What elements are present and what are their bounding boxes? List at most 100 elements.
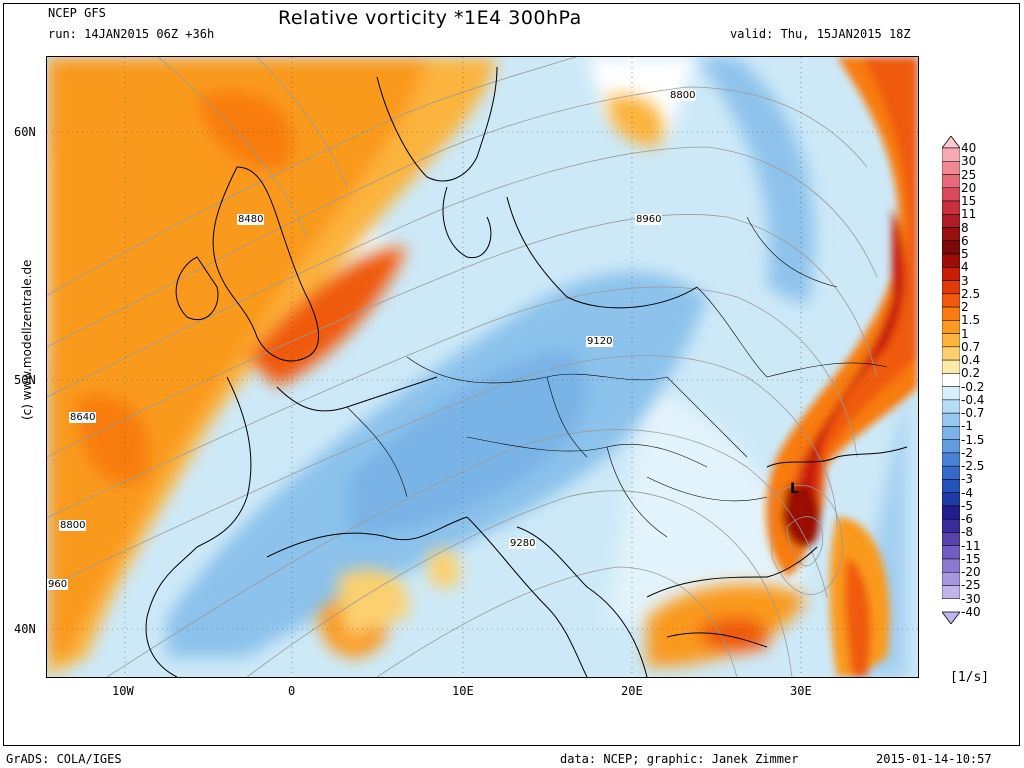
contour-label: 8640: [69, 412, 97, 423]
colorbar-label: 2: [961, 300, 969, 315]
map-title: Relative vorticity *1E4 300hPa: [278, 7, 582, 29]
credit-text: (c) www.modellzentrale.de: [20, 259, 34, 420]
colorbar-swatch: [942, 412, 960, 427]
colorbar-label: -3: [961, 472, 973, 487]
colorbar-label: -2: [961, 445, 973, 460]
colorbar-swatch: [942, 333, 960, 348]
country-borders: [346, 216, 888, 538]
colorbar-label: 8: [961, 220, 969, 235]
positive-vorticity-east: [766, 57, 918, 677]
colorbar-label: 3: [961, 273, 969, 288]
colorbar-label: 30: [961, 154, 977, 169]
lat-label: 40N: [14, 622, 36, 636]
colorbar-swatch: [942, 161, 960, 175]
colorbar-swatch: [942, 293, 960, 308]
colorbar-label: 1.5: [961, 313, 981, 328]
colorbar-swatch: [942, 280, 960, 295]
lon-label: 0: [288, 684, 296, 698]
colorbar-swatch: [942, 399, 960, 414]
lon-label: 10E: [452, 684, 474, 698]
colorbar-label: 11: [961, 207, 977, 222]
colorbar-swatch: [942, 492, 960, 507]
lon-label: 20E: [621, 684, 643, 698]
negative-vorticity-band: [167, 57, 907, 677]
footer-timestamp: 2015-01-14-10:57: [876, 752, 992, 766]
vorticity-map: 8800 8480 8960 9120 8640 8800 9280 960 L: [46, 56, 919, 678]
colorbar-label: -15: [961, 551, 981, 566]
lon-label: 30E: [790, 684, 812, 698]
colorbar-label: 6: [961, 233, 969, 248]
colorbar-label: -1.5: [961, 432, 985, 447]
colorbar-swatch: [942, 439, 960, 454]
colorbar-label: -0.2: [961, 379, 985, 394]
colorbar-label: -1: [961, 419, 973, 434]
colorbar-label: 15: [961, 194, 977, 209]
colorbar-swatch: [942, 518, 960, 533]
figure-frame: [3, 3, 1020, 746]
footer-data-source: data: NCEP; graphic: Janek Zimmer: [560, 752, 799, 766]
colorbar-swatch: [942, 571, 960, 586]
graticule: [47, 57, 918, 677]
colorbar-label: -8: [961, 525, 973, 540]
colorbar-label: -2.5: [961, 459, 985, 474]
valid-time: valid: Thu, 15JAN2015 18Z: [730, 27, 911, 41]
colorbar-swatch: [942, 320, 960, 334]
map-canvas: [47, 57, 918, 677]
colorbar-swatch: [942, 373, 960, 387]
contour-label: 960: [47, 579, 69, 590]
contour-label: 8960: [635, 214, 663, 225]
colorbar: [942, 136, 960, 624]
contour-label: 9120: [586, 336, 614, 347]
colorbar-label: 4: [961, 260, 969, 275]
colorbar-label: 1: [961, 326, 969, 341]
colorbar-label: 20: [961, 180, 977, 195]
colorbar-swatch: [942, 147, 960, 162]
colorbar-swatch: [942, 545, 960, 560]
contour-label: 9280: [509, 538, 537, 549]
colorbar-swatch: [942, 200, 960, 215]
colorbar-label: -30: [961, 591, 981, 606]
colorbar-label: -40: [961, 605, 981, 619]
colorbar-label: -11: [961, 538, 981, 553]
colorbar-label: -25: [961, 578, 981, 593]
colorbar-swatch: [942, 227, 960, 242]
colorbar-label: 0.4: [961, 353, 981, 368]
low-pressure-marker: L: [790, 481, 799, 497]
colorbar-swatch: [942, 240, 960, 255]
colorbar-swatch: [942, 532, 960, 546]
colorbar-swatch: [942, 558, 960, 573]
coastlines: [145, 66, 908, 677]
colorbar-swatch: [942, 426, 960, 440]
colorbar-label: 25: [961, 167, 977, 182]
colorbar-swatch: [942, 214, 960, 228]
run-info: run: 14JAN2015 06Z +36h: [48, 27, 215, 41]
contour-label: 8800: [59, 520, 87, 531]
colorbar-swatch: [942, 253, 960, 268]
colorbar-label: 2.5: [961, 286, 981, 301]
lat-label: 60N: [14, 125, 36, 139]
colorbar-top-arrow: [942, 136, 960, 149]
contour-label: 8480: [237, 214, 265, 225]
colorbar-swatch: [942, 267, 960, 281]
colorbar-swatch: [942, 465, 960, 480]
geopotential-contours: [47, 57, 878, 677]
colorbar-swatch: [942, 479, 960, 493]
colorbar-label: 0.2: [961, 366, 981, 381]
colorbar-label: -4: [961, 485, 973, 500]
colorbar-swatch: [942, 585, 960, 599]
colorbar-label: 40: [961, 141, 977, 155]
colorbar-label: -20: [961, 565, 981, 580]
colorbar-swatch: [942, 306, 960, 321]
positive-vorticity-south: [317, 95, 807, 667]
lon-label: 10W: [112, 684, 134, 698]
colorbar-label: -5: [961, 498, 973, 513]
colorbar-unit: [1/s]: [950, 670, 990, 685]
model-name: NCEP GFS: [48, 6, 106, 20]
positive-vorticity-west: [47, 57, 497, 677]
colorbar-label: -0.7: [961, 406, 985, 421]
colorbar-label: -0.4: [961, 392, 985, 407]
colorbar-swatch: [942, 187, 960, 202]
lat-label: 50N: [14, 373, 36, 387]
colorbar-bottom-arrow: [942, 611, 960, 624]
colorbar-swatch: [942, 386, 960, 401]
